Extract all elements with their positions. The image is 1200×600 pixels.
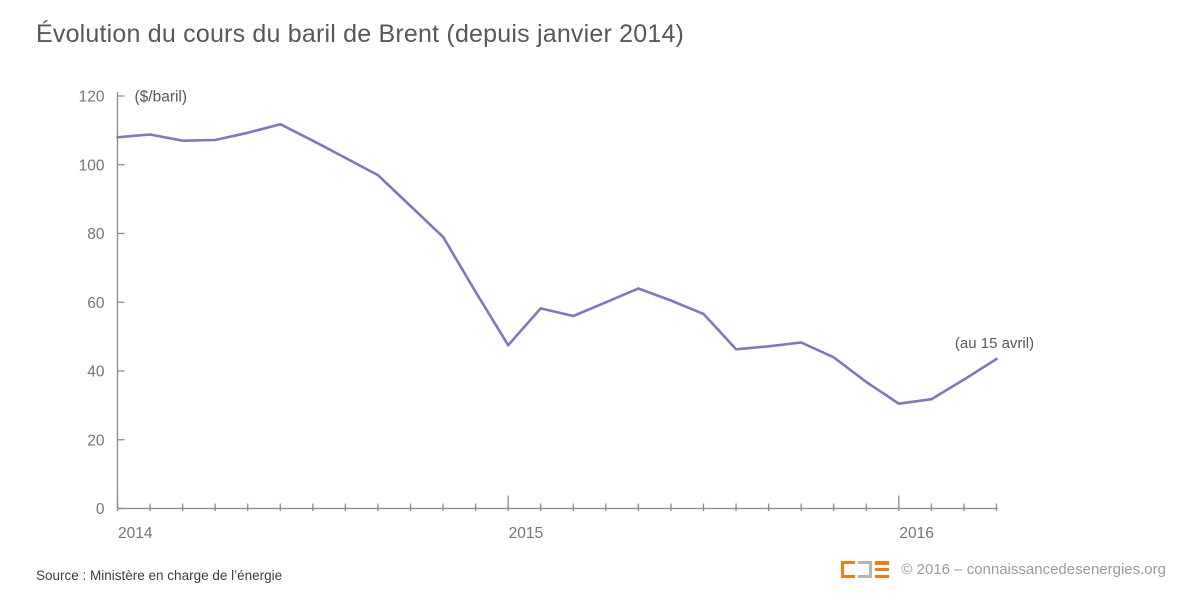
- y-tick-label: 40: [87, 364, 105, 381]
- logo-close-bracket-icon: [858, 561, 873, 578]
- y-tick-label: 80: [87, 226, 105, 243]
- footer-branding: © 2016 – connaissancedesenergies.org: [841, 561, 1166, 578]
- x-year-label: 2015: [509, 525, 543, 542]
- brent-price-line-chart: 0 20 40 60 80 100 120 ($/baril) 2014 2015 2016 (au …: [79, 89, 1034, 543]
- logo-triple-bar-icon: [875, 561, 890, 578]
- x-year-label: 2016: [899, 525, 933, 542]
- annotation-au-15-avril: (au 15 avril): [955, 335, 1034, 352]
- copyright-text: © 2016 – connaissancedesenergies.org: [901, 561, 1166, 578]
- x-year-label: 2014: [118, 525, 153, 542]
- brent-price-series-line: [116, 122, 998, 406]
- y-axis-unit-label: ($/baril): [135, 89, 188, 106]
- y-tick-label: 20: [87, 432, 105, 449]
- y-tick-label: 60: [87, 295, 105, 312]
- chart-title: Évolution du cours du baril de Brent (de…: [36, 20, 685, 48]
- y-tick-label: 120: [79, 89, 105, 106]
- connaissancedesenergies-logo-icon: [841, 561, 890, 578]
- source-note: Source : Ministère en charge de l’énergi…: [36, 568, 283, 583]
- logo-open-bracket-icon: [841, 561, 856, 578]
- y-tick-label: 100: [79, 157, 105, 174]
- y-tick-label: 0: [96, 501, 105, 518]
